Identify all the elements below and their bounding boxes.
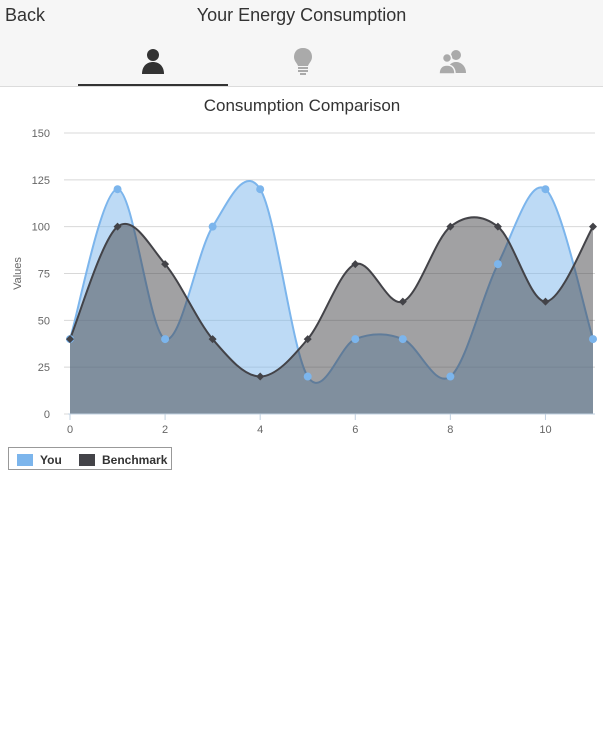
legend-label-you: You [40, 453, 62, 467]
tab-community[interactable] [378, 40, 528, 86]
data-point-1[interactable] [541, 297, 550, 306]
x-tick-label: 10 [539, 424, 551, 436]
y-tick-label: 125 [32, 175, 50, 187]
legend-swatch-you [17, 454, 33, 466]
person-icon [142, 49, 164, 74]
legend-item-benchmark[interactable]: Benchmark [79, 453, 167, 467]
data-point-0[interactable] [161, 335, 170, 344]
data-point-1[interactable] [113, 222, 122, 231]
data-point-0[interactable] [303, 372, 312, 381]
tab-tips[interactable] [228, 40, 378, 86]
y-tick-label: 25 [38, 362, 50, 374]
x-tick-label: 6 [352, 424, 358, 436]
data-point-1[interactable] [398, 297, 407, 306]
data-point-1[interactable] [208, 335, 217, 344]
data-point-1[interactable] [303, 335, 312, 344]
data-point-0[interactable] [351, 335, 360, 344]
series-areas [69, 180, 594, 414]
y-tick-label: 150 [32, 128, 50, 140]
data-point-0[interactable] [208, 222, 217, 231]
y-tick-label: 0 [44, 409, 50, 421]
x-tick-label: 2 [162, 424, 168, 436]
data-point-0[interactable] [256, 185, 265, 194]
legend-swatch-benchmark [79, 454, 95, 466]
data-point-1[interactable] [446, 222, 455, 231]
consumption-chart: Consumption Comparison Values 0255075100… [12, 96, 597, 436]
y-tick-label: 100 [32, 222, 50, 234]
data-point-0[interactable] [113, 185, 122, 194]
series-markers [66, 185, 597, 381]
group-icon [438, 50, 466, 75]
y-axis-label: Values [12, 257, 24, 290]
tab-personal[interactable] [78, 40, 228, 86]
legend-label-benchmark: Benchmark [102, 453, 168, 467]
data-point-0[interactable] [589, 335, 597, 344]
data-point-1[interactable] [351, 260, 360, 269]
legend-item-you[interactable]: You [17, 453, 62, 467]
data-point-0[interactable] [493, 260, 502, 269]
data-point-1[interactable] [256, 372, 265, 381]
series-line-1 [69, 216, 594, 378]
y-tick-label: 50 [38, 315, 50, 327]
data-point-1[interactable] [589, 222, 597, 231]
axes: 0 2 4 6 8 10 [67, 413, 595, 436]
data-point-0[interactable] [398, 335, 407, 344]
x-tick-label: 8 [447, 424, 453, 436]
chart-legend: You Benchmark [8, 447, 172, 470]
data-point-0[interactable] [541, 185, 550, 194]
chart-title: Consumption Comparison [204, 96, 401, 115]
x-tick-label: 4 [257, 424, 263, 436]
data-point-1[interactable] [66, 335, 74, 344]
data-point-0[interactable] [446, 372, 455, 381]
app-header: Back Your Energy Consumption [0, 0, 603, 87]
back-button[interactable]: Back [5, 5, 46, 25]
x-tick-label: 0 [67, 424, 73, 436]
page-title: Your Energy Consumption [196, 5, 407, 25]
data-point-1[interactable] [493, 222, 502, 231]
tab-bar [78, 40, 528, 86]
lightbulb-icon [294, 48, 312, 75]
data-point-1[interactable] [161, 260, 170, 269]
y-tick-label: 75 [38, 269, 50, 281]
series-area-1 [70, 217, 593, 414]
